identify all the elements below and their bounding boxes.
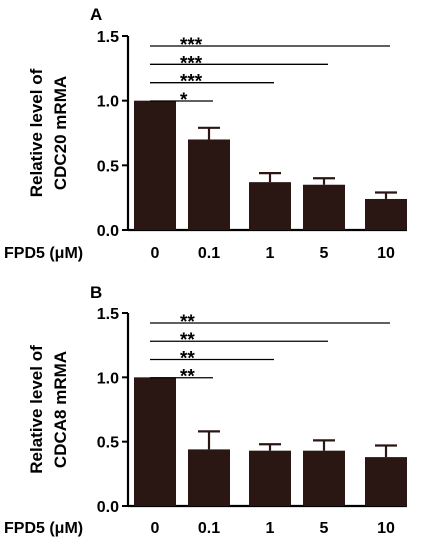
bar	[188, 139, 230, 230]
y-tick-label: 0.0	[97, 499, 119, 516]
x-tick-label: 5	[320, 520, 329, 537]
bar	[249, 182, 291, 230]
x-tick-label: 0.1	[198, 245, 220, 262]
x-tick-label: 0	[151, 245, 160, 262]
x-tick-label: 0.1	[198, 520, 220, 537]
y-axis-label: CDCA8 mRMA	[51, 351, 70, 468]
bar	[249, 450, 291, 506]
y-axis-label: Relative level of	[27, 345, 46, 474]
x-tick-label: 1	[266, 245, 275, 262]
significance-label: ***	[180, 53, 203, 74]
x-axis-label: FPD5 (μM)	[4, 520, 83, 537]
bar	[365, 457, 407, 506]
significance-label: *	[180, 90, 188, 111]
chart-panel-a: A Relative level of CDC20 mRMA 0.0 0.5 1.0 1.5…	[4, 5, 407, 262]
y-tick-label: 0.5	[97, 435, 119, 452]
x-tick-label: 10	[377, 245, 395, 262]
y-axis-label: CDC20 mRMA	[51, 76, 70, 190]
bar	[188, 449, 230, 506]
panel-letter: B	[90, 283, 102, 302]
bar	[134, 377, 176, 506]
x-tick-label: 5	[320, 245, 329, 262]
significance-label: **	[180, 330, 195, 351]
y-tick-label: 0.5	[97, 158, 119, 175]
significance-label: ***	[180, 72, 203, 93]
significance-label: **	[180, 367, 195, 388]
significance-label: **	[180, 348, 195, 369]
x-axis-label: FPD5 (μM)	[4, 245, 83, 262]
x-tick-label: 10	[377, 520, 395, 537]
significance-label: ***	[180, 35, 203, 56]
panel-letter: A	[90, 5, 102, 24]
bar	[365, 198, 407, 230]
y-tick-label: 1.0	[97, 94, 119, 111]
y-axis-label: Relative level of	[27, 68, 46, 197]
x-tick-label: 0	[151, 520, 160, 537]
y-tick-label: 1.0	[97, 370, 119, 387]
chart-panel-b: B Relative level of CDCA8 mRMA 0.0 0.5 1.0 1.5…	[4, 283, 407, 537]
significance-label: **	[180, 312, 195, 333]
x-tick-label: 1	[266, 520, 275, 537]
bar	[134, 100, 176, 231]
bar	[303, 184, 345, 230]
y-tick-label: 0.0	[97, 223, 119, 240]
y-tick-label: 1.5	[97, 306, 119, 323]
y-tick-label: 1.5	[97, 29, 119, 46]
bar	[303, 450, 345, 506]
